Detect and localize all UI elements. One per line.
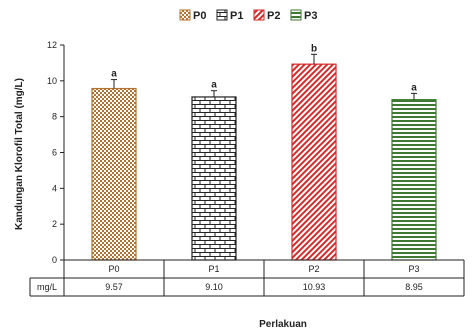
legend: P0 P1 P2 P3 [179,9,317,22]
bars: a a b a [64,43,464,261]
significance-label: a [411,82,417,93]
y-tick-label: 4 [52,183,57,193]
table-value: 10.93 [303,282,326,292]
y-tick-label: 10 [47,76,57,86]
legend-label: P3 [304,10,317,22]
legend-label: P1 [230,10,243,22]
x-tick-label: P1 [208,264,219,274]
significance-label: a [211,80,217,91]
legend-label: P0 [193,10,206,22]
significance-label: a [111,69,117,80]
table-value: 8.95 [405,282,423,292]
bar-p1 [191,96,237,261]
legend-swatch-p0 [179,9,191,21]
bar-p2 [291,63,337,261]
x-tick-label: P3 [408,264,419,274]
y-tick-label: 6 [52,148,57,158]
significance-label: b [311,43,317,54]
y-axis: 0 2 4 6 8 10 12 [47,40,65,265]
legend-label: P2 [267,10,280,22]
y-tick-label: 8 [52,112,57,122]
y-tick-label: 2 [52,219,57,229]
table-row-label: mg/L [37,282,57,292]
legend-swatch-p2 [253,9,265,21]
x-tick-label: P2 [308,264,319,274]
y-tick-label: 0 [52,255,57,265]
x-axis-title: Perlakuan [259,319,307,330]
legend-swatch-p1 [216,9,228,21]
table-value: 9.10 [205,282,223,292]
bar-p0 [91,87,137,261]
legend-swatch-p3 [290,9,302,21]
table-value: 9.57 [105,282,123,292]
data-table: mg/L P0 9.57 P1 9.10 P2 10.93 P3 8.95 [29,260,465,297]
x-tick-label: P0 [108,264,119,274]
y-axis-title: Kandungan Klorofil Total (mg/L) [14,78,25,230]
y-tick-label: 12 [47,40,57,50]
bar-p3 [391,99,437,261]
